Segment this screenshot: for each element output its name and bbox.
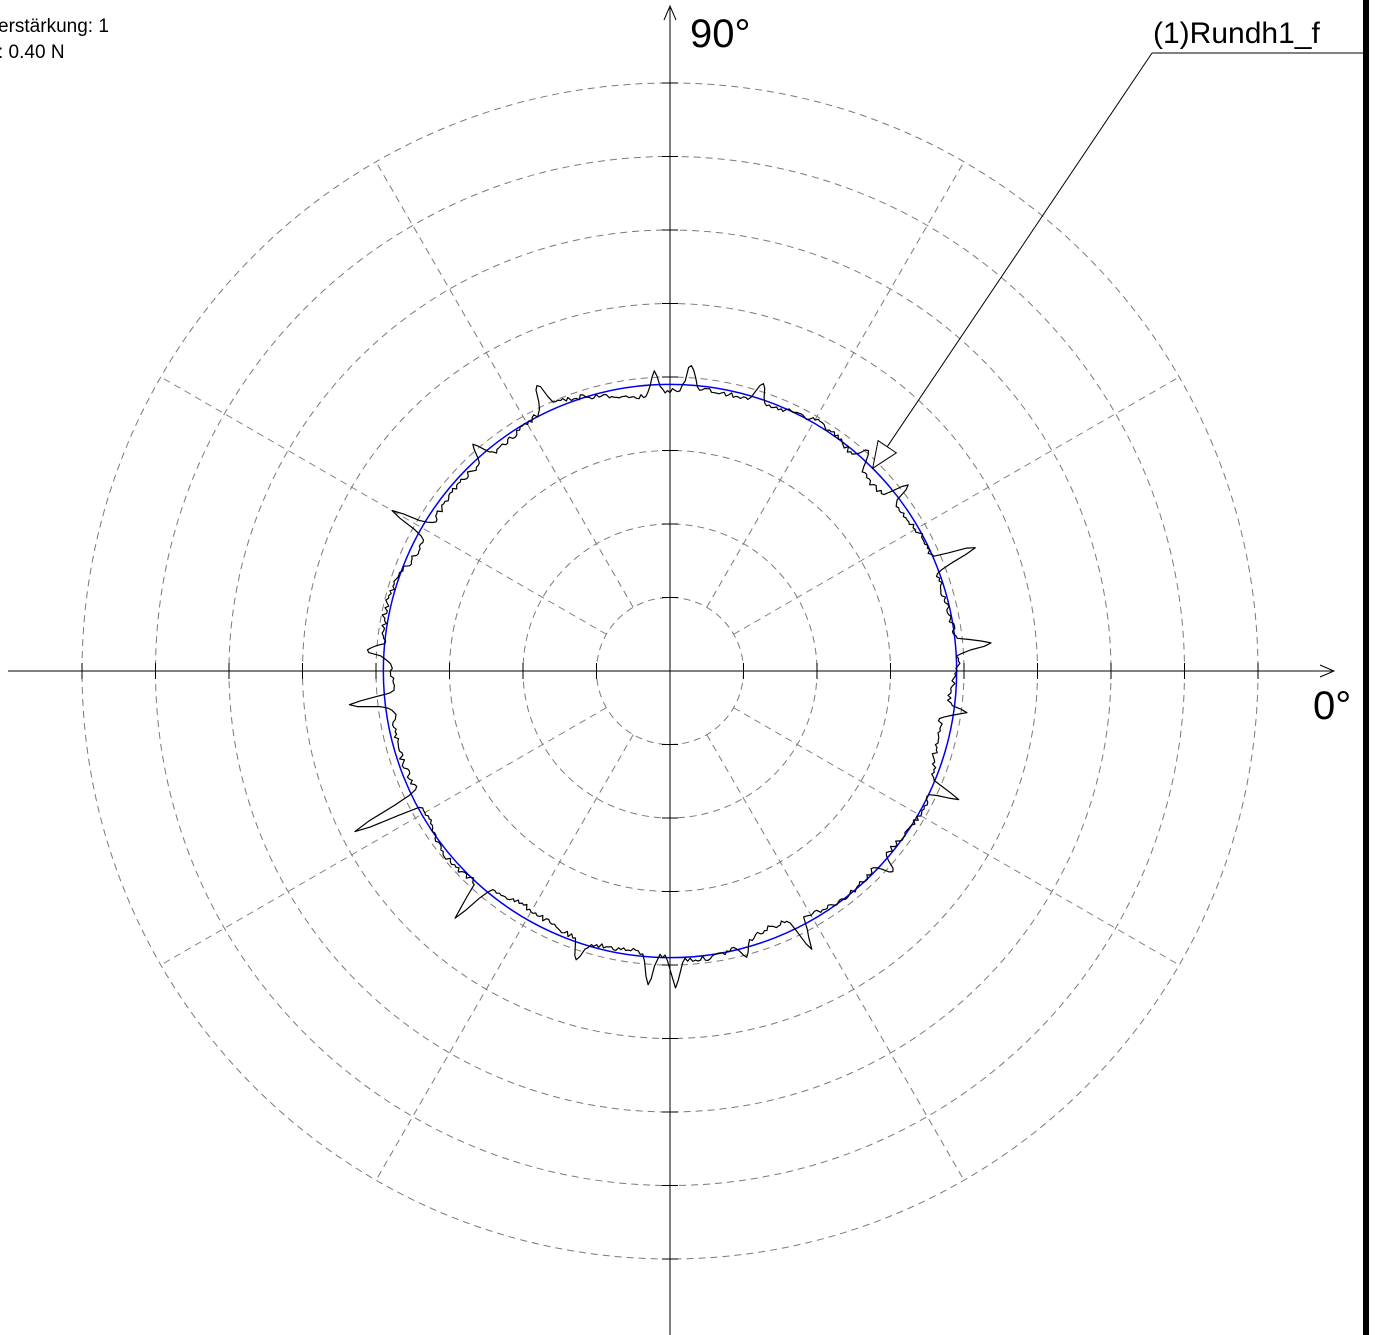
angle-label-0: 0° (1313, 684, 1352, 728)
angle-label-90: 90° (690, 12, 751, 56)
profile-group (348, 365, 992, 989)
grid-spoke-30 (733, 376, 1180, 635)
grid-spoke-150 (160, 376, 607, 635)
y-axis-arrowhead (663, 4, 677, 21)
info-gain-text: erstärkung: 1 (0, 16, 109, 37)
legend-series-label: (1)Rundh1_f (1153, 17, 1320, 50)
grid-spoke-120 (375, 161, 634, 608)
roundness-profile (348, 365, 992, 989)
grid-spoke-330 (733, 707, 1180, 966)
axes (8, 4, 1336, 1335)
grid-spoke-60 (706, 161, 965, 608)
grid-spokes (160, 161, 1180, 1181)
grid-spoke-240 (375, 734, 634, 1181)
x-axis-arrowhead (1319, 664, 1336, 678)
legend-leader-line (872, 52, 1153, 469)
legend-arrowhead (871, 439, 898, 470)
grid-spoke-210 (160, 707, 607, 966)
legend-leader-group (871, 52, 1363, 470)
axis-ticks (81, 82, 1259, 1260)
frame-right-border (1363, 0, 1369, 1335)
grid-spoke-300 (706, 734, 965, 1181)
info-force-text: : 0.40 N (0, 42, 65, 63)
